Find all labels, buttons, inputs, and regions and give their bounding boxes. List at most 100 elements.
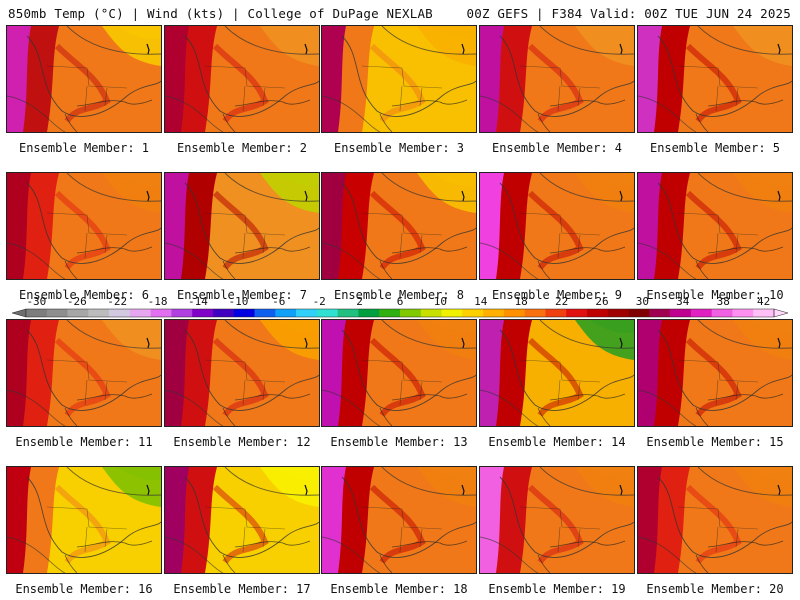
ensemble-member-panel [479, 25, 635, 133]
legend-color-swatch [566, 309, 588, 317]
ensemble-member-label: Ensemble Member: 3 [333, 141, 465, 155]
ensemble-member-label: Ensemble Member: 2 [176, 141, 308, 155]
legend-color-swatch [358, 309, 380, 317]
legend-tick-label: 38 [717, 295, 730, 308]
legend-tick-label: 14 [474, 295, 488, 308]
temperature-map [480, 26, 634, 132]
ensemble-member-label: Ensemble Member: 9 [491, 288, 623, 302]
legend-color-swatch [607, 309, 629, 317]
legend-tick-label: -14 [188, 295, 208, 308]
ensemble-member-panel [164, 319, 320, 427]
temperature-map [165, 467, 319, 573]
legend-tick-label: -6 [272, 295, 285, 308]
ensemble-member-label: Ensemble Member: 4 [491, 141, 623, 155]
ensemble-member-panel [479, 172, 635, 280]
ensemble-member-label: Ensemble Member: 17 [173, 582, 311, 596]
legend-color-swatch [233, 309, 255, 317]
legend-tick-label: 10 [434, 295, 447, 308]
legend-tick-label: -30 [26, 295, 46, 308]
ensemble-member-panel [6, 25, 162, 133]
ensemble-member-panel [637, 172, 793, 280]
temperature-map [7, 26, 161, 132]
ensemble-member-panel [321, 25, 477, 133]
legend-color-swatch [379, 309, 401, 317]
temperature-map [7, 320, 161, 426]
ensemble-member-label: Ensemble Member: 1 [18, 141, 150, 155]
ensemble-member-label: Ensemble Member: 16 [15, 582, 153, 596]
legend-color-swatch [26, 309, 48, 317]
legend-tick-label: 22 [555, 295, 568, 308]
legend-color-swatch [150, 309, 172, 317]
ensemble-member-panel [321, 466, 477, 574]
ensemble-member-panel [479, 319, 635, 427]
legend-color-swatch [171, 309, 193, 317]
legend-color-swatch [109, 309, 131, 317]
temperature-map [165, 173, 319, 279]
legend-color-swatch [462, 309, 484, 317]
ensemble-member-label: Ensemble Member: 10 [646, 288, 784, 302]
legend-color-swatch [296, 309, 318, 317]
legend-color-swatch [670, 309, 692, 317]
legend-tick-label: -2 [313, 295, 326, 308]
legend-color-swatch [649, 309, 671, 317]
model-run-info: 00Z GEFS | F384 Valid: 00Z TUE JUN 24 20… [466, 6, 791, 21]
ensemble-member-panel [321, 172, 477, 280]
temperature-color-legend: -30 -26 -22 -18 -14 -10 -6 -2 2 6 10 14 18 22 26 30 34 38… [10, 295, 790, 321]
ensemble-member-panel [637, 25, 793, 133]
legend-color-swatch [545, 309, 567, 317]
legend-color-swatch [441, 309, 463, 317]
temperature-map [165, 26, 319, 132]
ensemble-member-label: Ensemble Member: 7 [176, 288, 308, 302]
temperature-map [638, 173, 792, 279]
ensemble-member-label: Ensemble Member: 20 [646, 582, 784, 596]
map-title: 850mb Temp (°C) | Wind (kts) | College o… [8, 6, 433, 21]
temperature-map [322, 467, 476, 573]
ensemble-member-panel [164, 172, 320, 280]
temperature-map [322, 173, 476, 279]
temperature-map [7, 467, 161, 573]
legend-color-swatch [690, 309, 712, 317]
ensemble-member-label: Ensemble Member: 11 [15, 435, 153, 449]
legend-color-swatch [753, 309, 775, 317]
legend-color-swatch [503, 309, 525, 317]
legend-tick-label: -22 [107, 295, 127, 308]
legend-color-swatch [129, 309, 151, 317]
legend-color-swatch [337, 309, 359, 317]
temperature-map [480, 320, 634, 426]
legend-tick-label: -18 [148, 295, 168, 308]
temperature-map [638, 26, 792, 132]
legend-color-swatch [420, 309, 442, 317]
ensemble-member-label: Ensemble Member: 5 [649, 141, 781, 155]
legend-color-swatch [67, 309, 89, 317]
ensemble-member-label: Ensemble Member: 18 [330, 582, 468, 596]
legend-tick-label: 30 [636, 295, 649, 308]
ensemble-member-label: Ensemble Member: 14 [488, 435, 626, 449]
legend-tick-label: 34 [676, 295, 690, 308]
legend-color-swatch [732, 309, 754, 317]
ensemble-member-panel [6, 319, 162, 427]
ensemble-member-panel [164, 466, 320, 574]
legend-color-swatch [711, 309, 733, 317]
ensemble-member-panel [164, 25, 320, 133]
ensemble-member-panel [637, 466, 793, 574]
legend-max-arrow [773, 308, 789, 318]
ensemble-member-label: Ensemble Member: 8 [333, 288, 465, 302]
legend-color-swatch [587, 309, 609, 317]
legend-color-swatch [628, 309, 650, 317]
temperature-map [7, 173, 161, 279]
legend-tick-label: 26 [595, 295, 608, 308]
ensemble-member-panel [6, 466, 162, 574]
temperature-map [638, 467, 792, 573]
legend-tick-label: -26 [67, 295, 87, 308]
legend-color-swatch [192, 309, 214, 317]
ensemble-member-label: Ensemble Member: 15 [646, 435, 784, 449]
temperature-map [638, 320, 792, 426]
legend-tick-label: -10 [228, 295, 248, 308]
temperature-map [322, 26, 476, 132]
legend-color-swatch [400, 309, 422, 317]
ensemble-member-panel [637, 319, 793, 427]
legend-min-arrow [11, 308, 27, 318]
legend-tick-label: 42 [757, 295, 770, 308]
ensemble-member-label: Ensemble Member: 12 [173, 435, 311, 449]
temperature-map [322, 320, 476, 426]
